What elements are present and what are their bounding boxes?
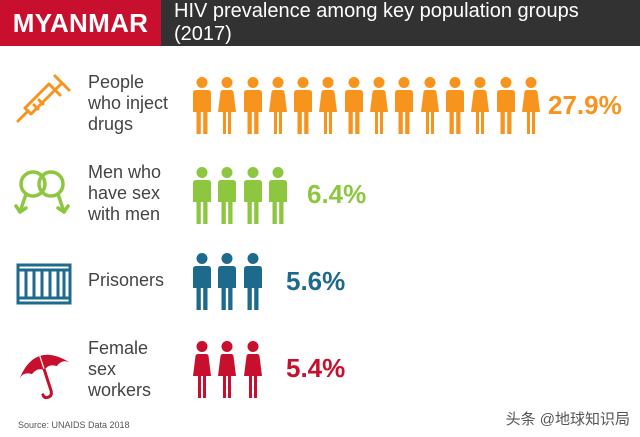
female-figure-icon [319, 76, 344, 136]
value-label: 6.4% [307, 179, 367, 209]
female-figure-icon [420, 76, 446, 136]
group-label: Men who have sex with men [88, 162, 162, 224]
umbrella-icon [19, 348, 70, 400]
female-figure-icon [218, 340, 243, 400]
male-figure-icon [243, 252, 269, 312]
male-figure-icon [294, 76, 319, 136]
female-figure-icon [243, 340, 269, 400]
male-figure-icon [193, 76, 218, 136]
female-figure-icon [521, 76, 547, 136]
male-figure-icon [243, 76, 269, 136]
male-figure-icon [445, 76, 471, 136]
figure-array [193, 166, 294, 226]
value-label: 27.9% [548, 90, 622, 120]
source-note: Source: UNAIDS Data 2018 [18, 420, 130, 430]
header-bar: MYANMAR HIV prevalence among key populat… [0, 0, 640, 46]
group-label: Female sex workers [88, 338, 152, 400]
female-figure-icon [268, 76, 294, 136]
figure-array [193, 340, 269, 400]
figure-array [193, 76, 547, 136]
value-label: 5.4% [286, 353, 346, 383]
male-symbols-icon [14, 170, 70, 214]
syringe-icon [16, 74, 71, 123]
male-figure-icon [243, 166, 269, 226]
male-figure-icon [268, 166, 294, 226]
group-label: People who inject drugs [88, 72, 169, 134]
male-figure-icon [193, 166, 218, 226]
female-figure-icon [218, 76, 243, 136]
male-figure-icon [395, 76, 420, 136]
group-label: Prisoners [88, 270, 165, 290]
male-figure-icon [344, 76, 370, 136]
female-figure-icon [471, 76, 496, 136]
watermark: 头条 @地球知识局 [505, 411, 630, 428]
prison-bars-icon [16, 263, 72, 305]
female-figure-icon [193, 340, 218, 400]
figure-array [193, 252, 269, 312]
value-label: 5.6% [286, 266, 346, 296]
male-figure-icon [218, 166, 243, 226]
country-title: MYANMAR [0, 0, 161, 46]
female-figure-icon [370, 76, 395, 136]
male-figure-icon [218, 252, 243, 312]
chart-title: HIV prevalence among key population grou… [174, 0, 579, 45]
male-figure-icon [193, 252, 218, 312]
male-figure-icon [496, 76, 522, 136]
